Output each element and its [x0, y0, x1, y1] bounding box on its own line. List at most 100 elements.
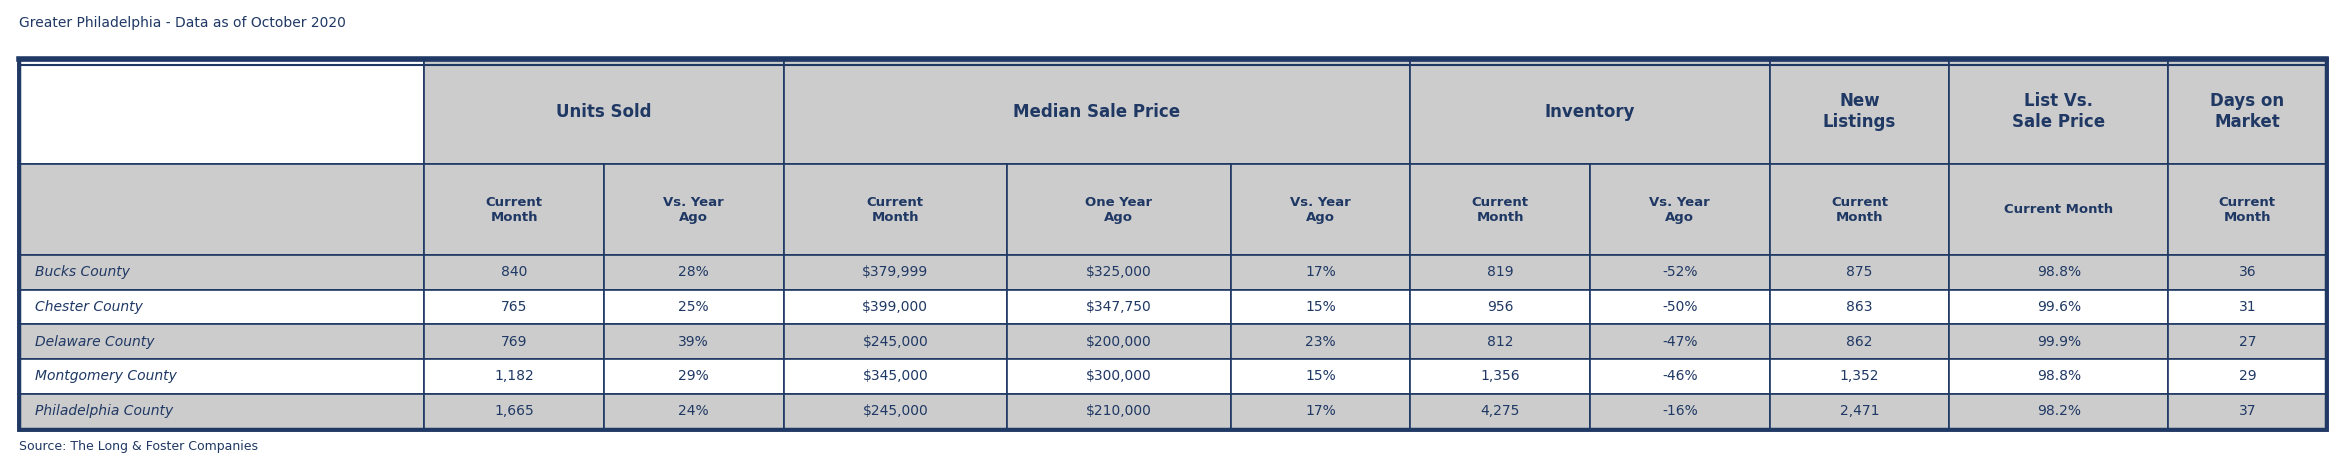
Bar	[1770, 325, 1949, 359]
Text: -46%: -46%	[1663, 369, 1698, 383]
Text: Median Sale Price: Median Sale Price	[1013, 103, 1180, 121]
Bar	[1409, 290, 1590, 325]
Bar	[1409, 359, 1590, 394]
Bar	[424, 394, 605, 429]
Bar	[605, 325, 783, 359]
Bar	[1590, 325, 1770, 359]
Bar	[1231, 255, 1409, 290]
Text: 17%: 17%	[1306, 404, 1337, 418]
Text: 1,182: 1,182	[495, 369, 535, 383]
Text: 1,665: 1,665	[495, 404, 535, 418]
Bar	[1409, 394, 1590, 429]
Text: 840: 840	[502, 265, 528, 279]
Bar	[2169, 325, 2326, 359]
Text: $345,000: $345,000	[863, 369, 929, 383]
Bar	[1231, 394, 1409, 429]
Bar	[1006, 325, 1231, 359]
Bar	[1949, 255, 2169, 290]
Text: 15%: 15%	[1306, 300, 1337, 314]
Bar	[1949, 359, 2169, 394]
Text: 98.2%: 98.2%	[2038, 404, 2080, 418]
Text: Current Month: Current Month	[2005, 203, 2113, 216]
Text: Days on
Market: Days on Market	[2211, 92, 2284, 131]
Bar	[1231, 164, 1409, 255]
Text: 29%: 29%	[678, 369, 708, 383]
Bar	[1949, 325, 2169, 359]
Bar	[783, 59, 1409, 164]
Bar	[1409, 59, 1770, 164]
Text: New
Listings: New Listings	[1822, 92, 1897, 131]
Text: Current
Month: Current Month	[868, 195, 924, 224]
Bar	[424, 325, 605, 359]
Text: -52%: -52%	[1663, 265, 1698, 279]
Bar	[1409, 325, 1590, 359]
Bar	[1590, 394, 1770, 429]
Bar	[19, 164, 424, 255]
Text: 956: 956	[1487, 300, 1513, 314]
Bar	[26, 60, 2319, 428]
Bar	[1231, 359, 1409, 394]
Text: Source: The Long & Foster Companies: Source: The Long & Foster Companies	[19, 440, 258, 453]
Bar	[424, 59, 783, 164]
Text: 98.8%: 98.8%	[2038, 369, 2080, 383]
Bar	[1949, 394, 2169, 429]
Text: 99.6%: 99.6%	[2038, 300, 2080, 314]
Text: 862: 862	[1846, 335, 1874, 349]
Bar	[783, 359, 1006, 394]
Bar	[783, 290, 1006, 325]
Text: 36: 36	[2239, 265, 2256, 279]
Bar	[424, 255, 605, 290]
Bar	[1770, 394, 1949, 429]
Text: 27: 27	[2239, 335, 2256, 349]
Text: Units Sold: Units Sold	[556, 103, 652, 121]
Bar	[783, 325, 1006, 359]
Bar	[1409, 255, 1590, 290]
Text: Inventory: Inventory	[1545, 103, 1634, 121]
Text: 98.8%: 98.8%	[2038, 265, 2080, 279]
Bar	[1770, 255, 1949, 290]
Text: 2,471: 2,471	[1841, 404, 1878, 418]
Bar	[1231, 325, 1409, 359]
Text: 4,275: 4,275	[1480, 404, 1520, 418]
Text: Vs. Year
Ago: Vs. Year Ago	[664, 195, 725, 224]
Text: -16%: -16%	[1663, 404, 1698, 418]
Bar	[605, 255, 783, 290]
Bar	[605, 394, 783, 429]
Text: $379,999: $379,999	[863, 265, 929, 279]
Text: Current
Month: Current Month	[1831, 195, 1888, 224]
Bar	[1006, 359, 1231, 394]
Text: 99.9%: 99.9%	[2038, 335, 2080, 349]
Text: 765: 765	[502, 300, 528, 314]
Bar	[783, 394, 1006, 429]
Bar	[1006, 255, 1231, 290]
Bar	[1949, 59, 2169, 164]
Bar	[605, 290, 783, 325]
Bar	[424, 290, 605, 325]
Bar	[1231, 290, 1409, 325]
Bar	[19, 59, 424, 164]
Bar	[424, 164, 605, 255]
Bar	[1006, 164, 1231, 255]
Bar	[1949, 164, 2169, 255]
Bar	[1770, 359, 1949, 394]
Text: 875: 875	[1846, 265, 1874, 279]
Bar	[2169, 394, 2326, 429]
Text: 1,356: 1,356	[1480, 369, 1520, 383]
Bar	[19, 359, 424, 394]
Text: Montgomery County: Montgomery County	[35, 369, 178, 383]
Text: $245,000: $245,000	[863, 404, 929, 418]
Bar	[19, 290, 424, 325]
Bar	[1770, 290, 1949, 325]
Text: 25%: 25%	[678, 300, 708, 314]
Bar	[1409, 164, 1590, 255]
Text: Chester County: Chester County	[35, 300, 143, 314]
Bar	[605, 164, 783, 255]
Text: $200,000: $200,000	[1086, 335, 1151, 349]
Bar	[1770, 59, 1949, 164]
Text: List Vs.
Sale Price: List Vs. Sale Price	[2012, 92, 2106, 131]
Bar	[2169, 255, 2326, 290]
Bar	[1590, 164, 1770, 255]
Text: Greater Philadelphia - Data as of October 2020: Greater Philadelphia - Data as of Octobe…	[19, 16, 345, 31]
Bar	[783, 164, 1006, 255]
Text: 1,352: 1,352	[1841, 369, 1878, 383]
